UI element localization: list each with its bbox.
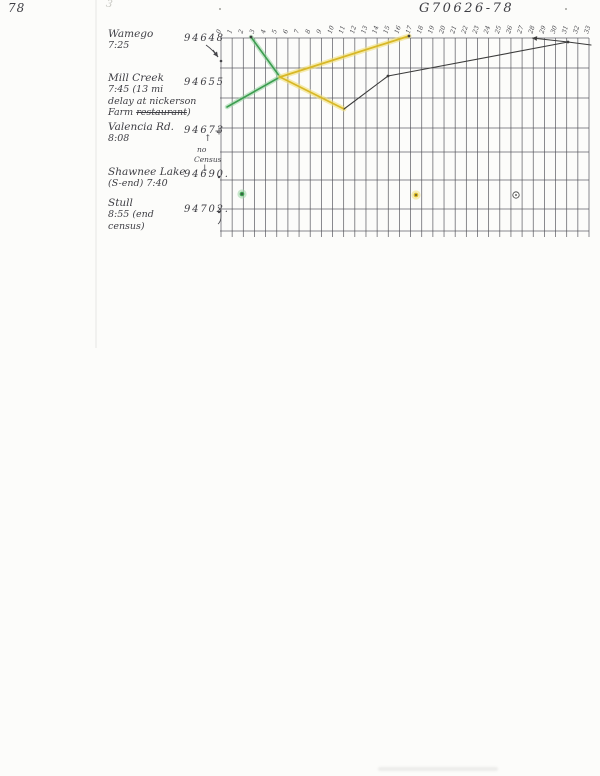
- edge-dot: [217, 210, 221, 214]
- page-number: 78: [8, 1, 26, 15]
- station-name: Wamego: [108, 28, 154, 40]
- black-route-arrow-head: [532, 36, 538, 41]
- station-label-valencia-rd: Valencia Rd. 8:08: [108, 121, 220, 145]
- no-census-text: Census: [194, 155, 222, 164]
- x-axis-label: 13: [360, 25, 369, 35]
- x-axis-label: 6: [282, 29, 290, 35]
- edge-dot: [217, 175, 221, 179]
- no-census-text: no: [197, 145, 207, 154]
- paper-crease: [95, 0, 97, 348]
- x-axis-label: 19: [427, 25, 436, 35]
- x-axis-label: 18: [416, 25, 425, 35]
- station-note: delay at nickerson: [108, 95, 197, 107]
- line-endpoint-dot: [566, 40, 570, 44]
- x-axis-label: 27: [516, 25, 525, 36]
- line-endpoint-dot: [386, 74, 390, 78]
- milepost-94648: 94648: [184, 33, 225, 44]
- x-axis-label: 28: [527, 25, 536, 36]
- milepost-94655: 94655: [184, 77, 225, 88]
- x-axis-label: 23: [471, 25, 480, 36]
- x-axis-label: 30: [550, 25, 559, 35]
- x-axis-label: 4: [260, 29, 268, 36]
- station-name: Shawnee Lake: [108, 166, 186, 178]
- milepost-94673: 94673: [184, 125, 225, 136]
- line-endpoint-dot: [249, 35, 253, 39]
- x-axis-label: 8: [304, 29, 312, 35]
- x-axis-label: 32: [572, 25, 581, 35]
- x-axis-label: 1: [226, 29, 234, 35]
- x-axis-label: 22: [460, 25, 469, 36]
- yellow-route: [279, 35, 410, 110]
- x-axis-label: 0: [215, 29, 223, 35]
- black-route: [343, 41, 592, 110]
- count-marker-center: [515, 194, 517, 196]
- station-label-stull: Stull 8:55 (end census): [108, 197, 220, 232]
- count-marker-center: [415, 194, 417, 196]
- note-prefix: Farm: [108, 106, 137, 118]
- x-axis-label: 15: [383, 25, 392, 35]
- x-axis-label: 17: [405, 25, 414, 35]
- up-arrow-icon: ↑: [204, 134, 212, 144]
- green-route: [226, 36, 281, 108]
- black-route-arrow: [531, 37, 569, 43]
- scan-speck: [219, 8, 221, 10]
- scan-speck: [565, 8, 567, 10]
- station-time: 8:55 (end: [108, 209, 154, 221]
- x-axis-label: 7: [293, 29, 301, 35]
- milepost-94702: 94702.: [184, 204, 230, 215]
- x-axis-label: 11: [338, 25, 347, 35]
- milepost-pointer-dot: [219, 59, 223, 63]
- station-name: Stull: [108, 197, 133, 209]
- x-axis-label: 29: [538, 25, 547, 36]
- station-time: 7:25: [108, 40, 130, 52]
- milepost-pointer-head: [213, 51, 218, 57]
- x-axis-label: 9: [316, 29, 324, 35]
- x-axis-label: 16: [394, 25, 403, 35]
- x-axis-label: 26: [505, 25, 514, 36]
- station-note: Farm restaurant): [108, 106, 220, 118]
- milepost-94690: 94690.: [184, 169, 230, 180]
- count-marker-circle: [512, 191, 520, 199]
- scan-smudge: [378, 767, 498, 771]
- x-axis-label: 3: [249, 29, 257, 35]
- down-arrow-icon: ↓: [201, 164, 209, 174]
- x-axis-label: 33: [583, 25, 592, 35]
- station-time: 7:45 (13 mi: [108, 84, 164, 96]
- line-endpoint-dot: [407, 34, 411, 38]
- x-axis-label: 14: [371, 25, 380, 35]
- x-axis-label: 5: [271, 29, 279, 35]
- count-marker-center: [241, 193, 243, 195]
- x-axis-label: 12: [349, 25, 358, 35]
- milepost-bracket: [217, 206, 222, 225]
- station-label-mill-creek: Mill Creek 7:45 (13 mi delay at nickerso…: [108, 72, 220, 118]
- station-label-wamego: Wamego 7:25: [108, 28, 220, 52]
- station-time: 8:08: [108, 133, 130, 145]
- station-label-shawnee-lake: Shawnee Lake (S-end) 7:40: [108, 166, 220, 190]
- chart-title: G70626-78: [419, 1, 515, 16]
- x-axis-label: 25: [494, 25, 503, 36]
- struck-word: restaurant: [136, 106, 187, 118]
- note-suffix: ): [186, 106, 191, 118]
- x-axis-label: 21: [449, 25, 458, 36]
- x-axis-label: 10: [327, 25, 336, 35]
- station-name: Valencia Rd.: [108, 121, 175, 133]
- station-note: census): [108, 220, 145, 232]
- green-route-halo: [224, 34, 283, 110]
- station-name: Mill Creek: [108, 72, 165, 84]
- x-axis-label: 24: [483, 25, 492, 36]
- x-axis-label: 20: [438, 25, 447, 36]
- station-time: (S-end) 7:40: [108, 178, 168, 190]
- x-axis-label: 2: [237, 29, 245, 36]
- x-axis-label: 31: [561, 25, 570, 35]
